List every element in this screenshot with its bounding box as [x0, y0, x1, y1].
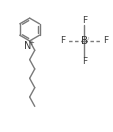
Text: F: F: [81, 57, 86, 66]
Text: F: F: [103, 36, 108, 45]
Text: B: B: [80, 36, 87, 46]
Text: N: N: [24, 41, 31, 51]
Text: F: F: [81, 16, 86, 25]
Text: +: +: [28, 40, 34, 46]
Text: F: F: [60, 36, 65, 45]
Text: ·ʾ: ·ʾ: [86, 37, 90, 42]
